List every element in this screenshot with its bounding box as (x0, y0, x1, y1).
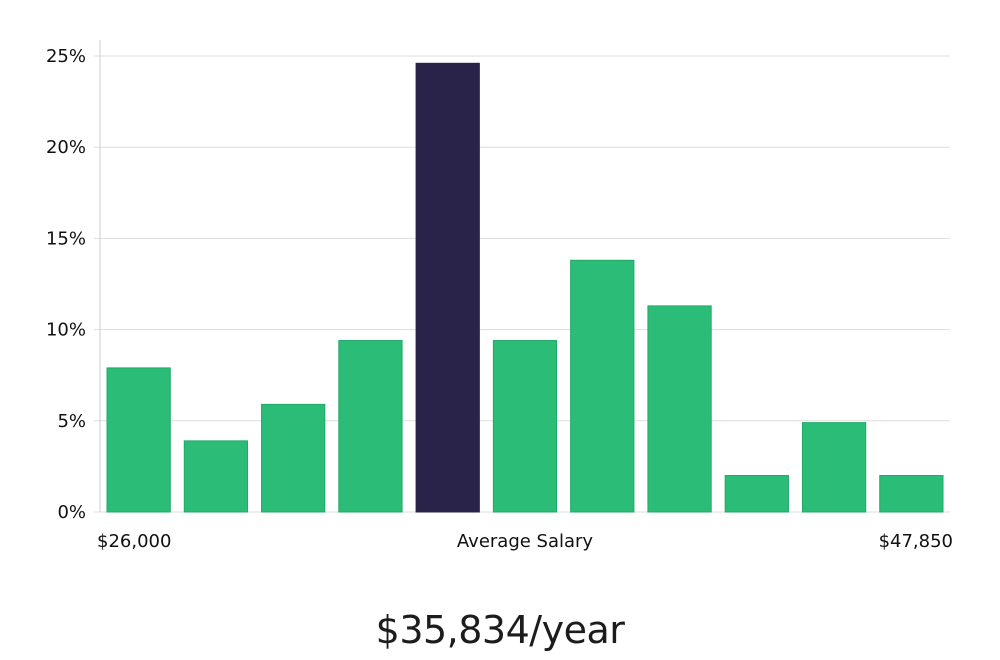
y-tick-label: 25% (46, 46, 86, 67)
x-min-label: $26,000 (97, 531, 171, 552)
y-tick-label: 20% (46, 137, 86, 158)
y-tick-label: 15% (46, 228, 86, 249)
y-tick-label: 0% (57, 502, 86, 523)
x-max-label: $47,850 (879, 531, 953, 552)
bar (338, 340, 403, 513)
bar (492, 340, 558, 513)
y-tick-label: 5% (57, 411, 86, 432)
bar (647, 305, 712, 513)
bar (570, 259, 635, 513)
bar-average-salary (415, 62, 480, 513)
x-axis-title: Average Salary (457, 531, 594, 552)
y-axis-ticks: 0% 5% 10% 15% 20% 25% (46, 46, 86, 523)
bar (183, 440, 249, 513)
bar (879, 475, 944, 513)
average-salary-value: $35,834/year (375, 608, 625, 652)
y-tick-label: 10% (46, 320, 86, 341)
bar (801, 422, 867, 513)
bar (724, 475, 789, 513)
salary-histogram: 0%5%10%15%20%25% $26,000 Average Salary … (46, 40, 953, 552)
bar (261, 403, 326, 513)
bar (106, 367, 171, 513)
bars (106, 62, 944, 513)
